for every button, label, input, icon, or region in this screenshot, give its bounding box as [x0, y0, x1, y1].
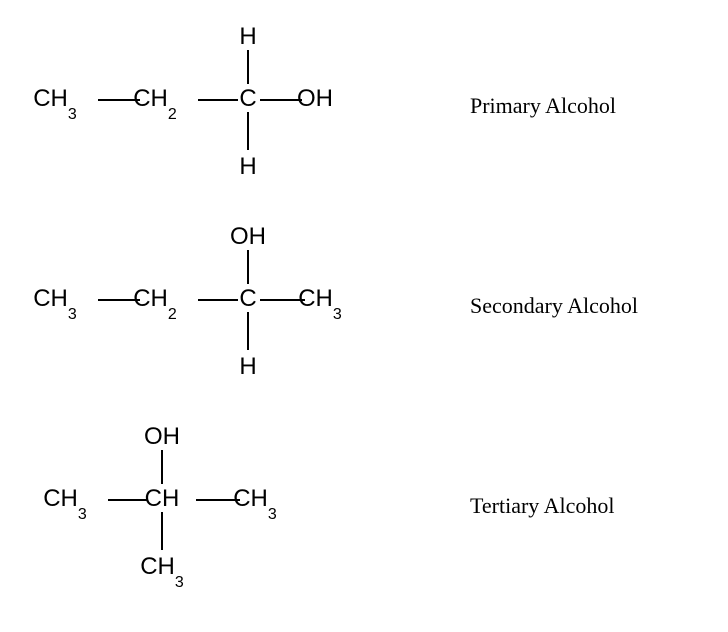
- label-primary: Primary Alcohol: [470, 93, 616, 118]
- label-secondary: Secondary Alcohol: [470, 293, 638, 318]
- structure-secondary: CH3 CH2 C CH3 OH H Secondary Alcohol: [33, 223, 638, 380]
- atom-secondary-c: C: [239, 285, 256, 312]
- atom-tertiary-ch: CH: [145, 485, 180, 512]
- alcohol-diagram: CH3 CH2 C OH H H Primary Alcohol CH3 CH2 C CH3 OH H S…: [0, 0, 728, 632]
- atom-primary-oh: OH: [297, 85, 333, 112]
- label-tertiary: Tertiary Alcohol: [470, 493, 614, 518]
- atom-secondary-h_bot: H: [239, 353, 256, 380]
- atom-tertiary-ch3r: CH3: [233, 485, 277, 522]
- atom-secondary-oh: OH: [230, 223, 266, 250]
- atom-tertiary-oh: OH: [144, 423, 180, 450]
- atom-primary-ch2: CH2: [133, 85, 177, 122]
- atom-primary-h_top: H: [239, 23, 256, 50]
- atom-secondary-ch2: CH2: [133, 285, 177, 322]
- structure-tertiary: CH3 CH CH3 OH CH3 Tertiary Alcohol: [43, 423, 614, 590]
- atom-secondary-ch3r: CH3: [298, 285, 342, 322]
- structure-primary: CH3 CH2 C OH H H Primary Alcohol: [33, 23, 616, 180]
- atom-primary-h_bot: H: [239, 153, 256, 180]
- atom-secondary-ch3l: CH3: [33, 285, 77, 322]
- atom-primary-c: C: [239, 85, 256, 112]
- atom-primary-ch3: CH3: [33, 85, 77, 122]
- atom-tertiary-ch3b: CH3: [140, 553, 184, 590]
- atom-tertiary-ch3l: CH3: [43, 485, 87, 522]
